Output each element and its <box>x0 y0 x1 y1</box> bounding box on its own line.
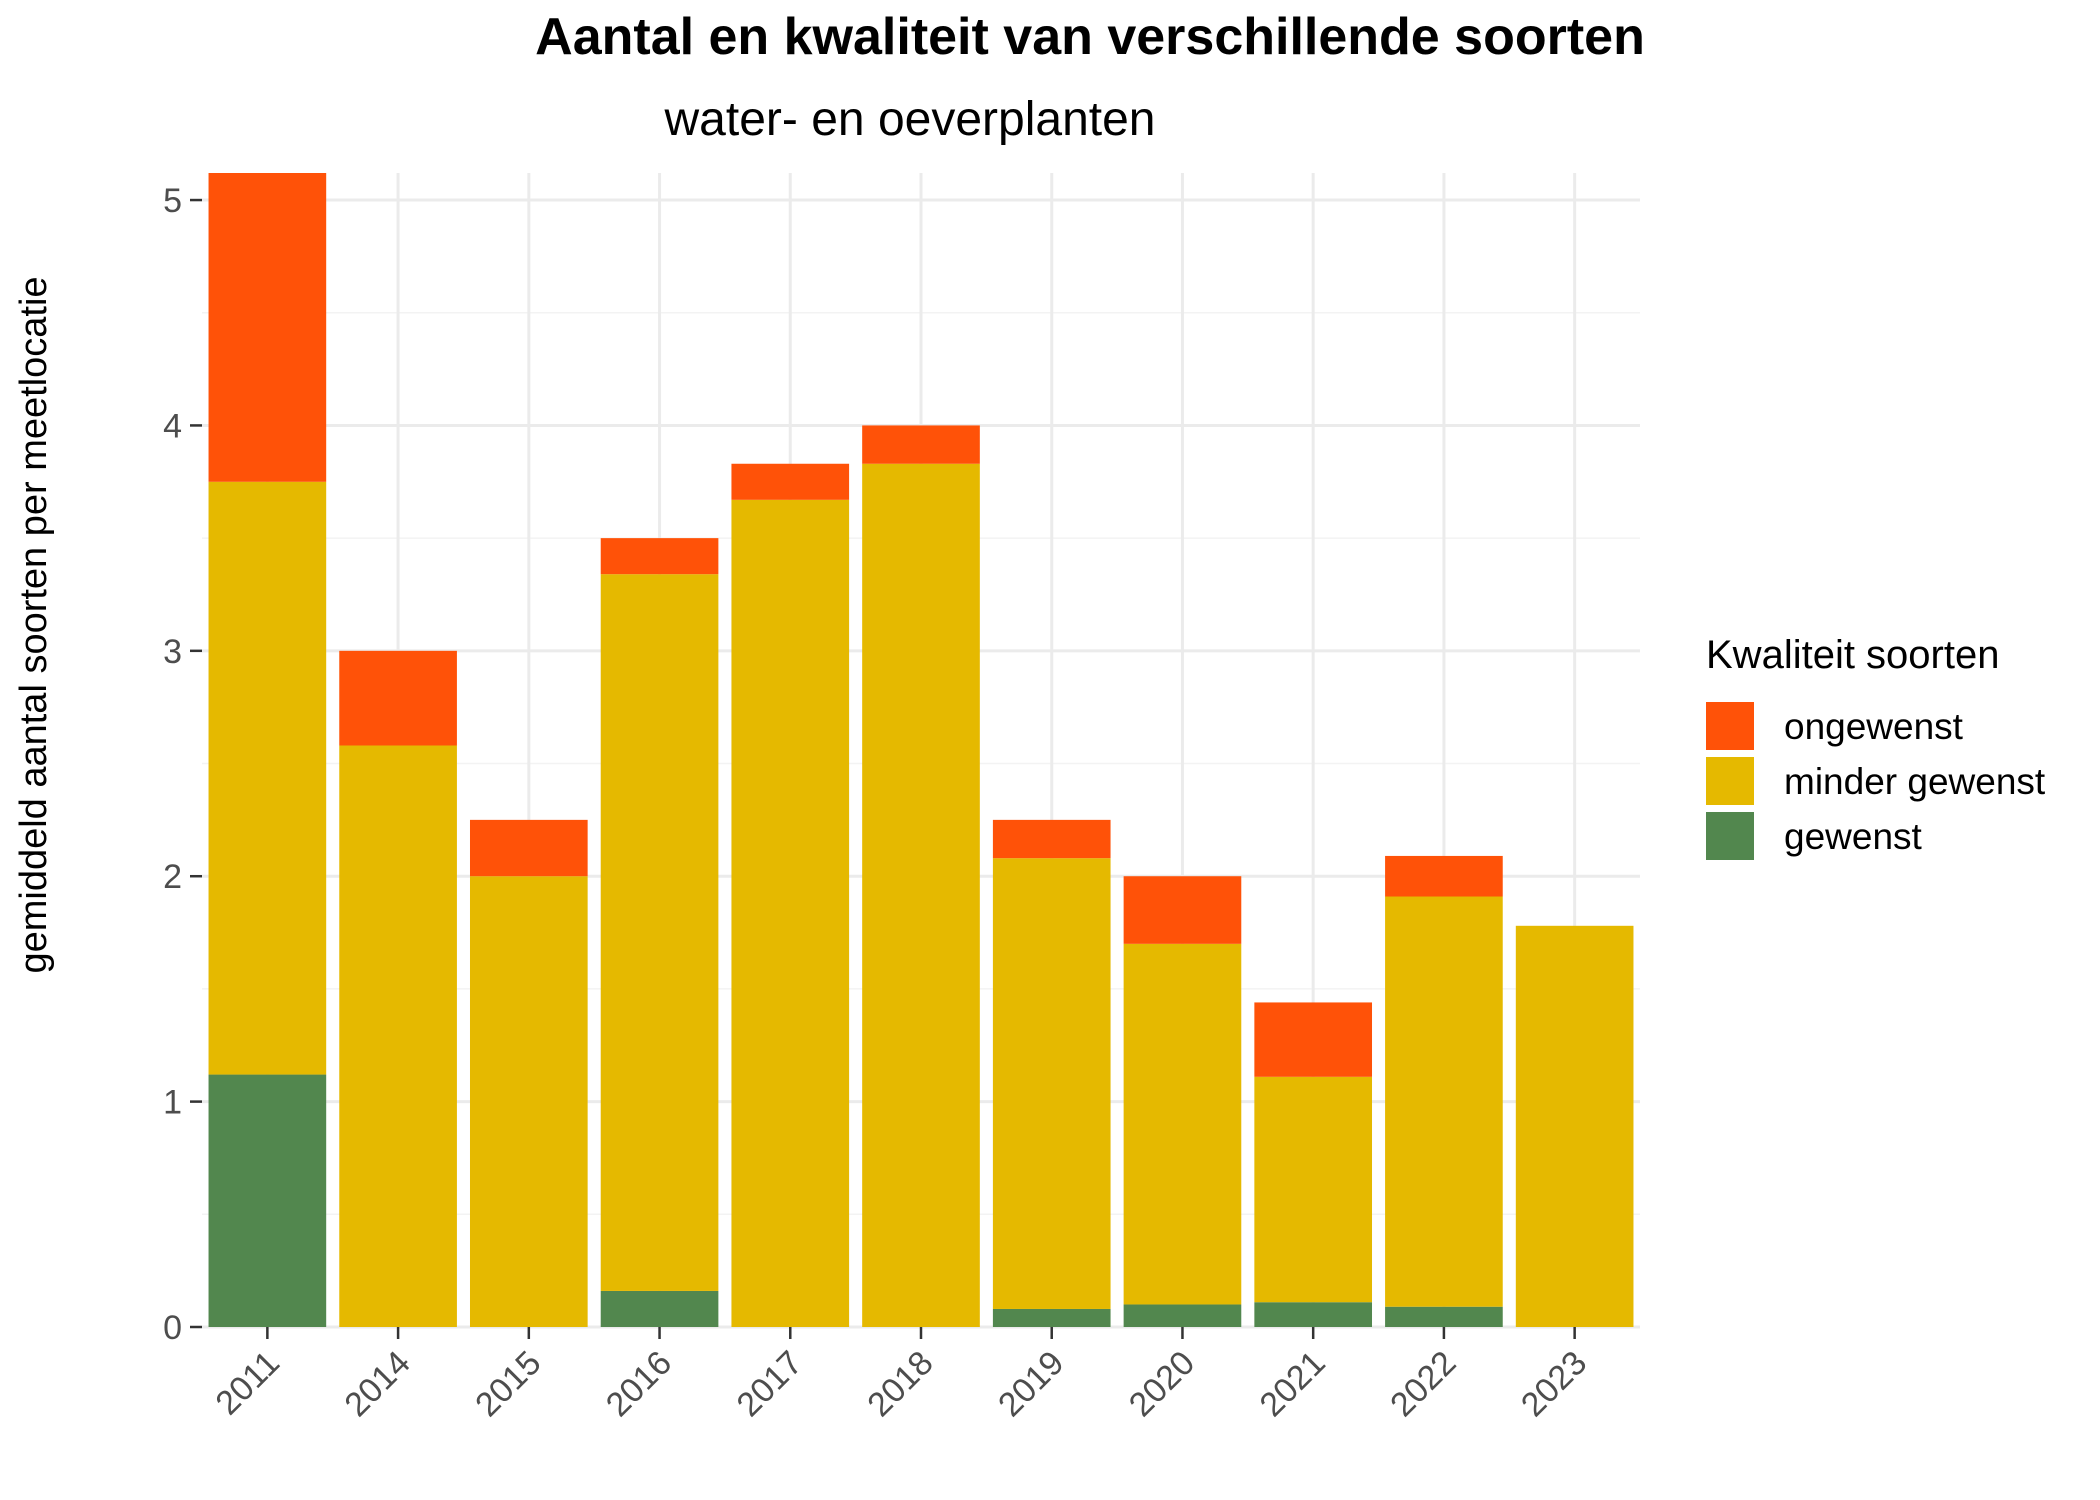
x-tick-label: 2016 <box>599 1344 679 1424</box>
x-tick-label: 2023 <box>1514 1344 1594 1424</box>
legend-label: gewenst <box>1784 816 1923 857</box>
x-tick-label: 2019 <box>991 1344 1071 1424</box>
y-tick-label: 1 <box>163 1084 182 1122</box>
bar-segment-gewenst-2020 <box>1123 1304 1242 1327</box>
bars <box>208 173 1634 1327</box>
x-tick-label: 2017 <box>730 1344 810 1424</box>
x-tick-label: 2014 <box>337 1344 417 1424</box>
y-tick-label: 2 <box>163 858 182 896</box>
bar-segment-minder-gewenst-2015 <box>469 876 588 1327</box>
bar-segment-minder-gewenst-2011 <box>208 481 327 1075</box>
x-tick-label: 2021 <box>1252 1344 1332 1424</box>
x-tick-label: 2018 <box>860 1344 940 1424</box>
legend-swatch <box>1706 757 1754 805</box>
bar-segment-ongewenst-2022 <box>1385 855 1503 897</box>
bar-segment-minder-gewenst-2014 <box>339 745 457 1327</box>
bar-segment-minder-gewenst-2016 <box>600 574 719 1291</box>
bar-segment-gewenst-2016 <box>600 1290 719 1327</box>
legend-swatch <box>1706 812 1754 860</box>
chart-subtitle: water- en oeverplanten <box>664 93 1156 146</box>
bar-segment-gewenst-2022 <box>1385 1306 1503 1327</box>
bar-segment-minder-gewenst-2023 <box>1515 925 1634 1327</box>
bar-segment-minder-gewenst-2017 <box>731 499 850 1327</box>
bar-segment-ongewenst-2020 <box>1123 876 1242 944</box>
bar-segment-minder-gewenst-2019 <box>992 858 1111 1309</box>
y-tick-label: 5 <box>163 182 182 220</box>
x-tick-label: 2020 <box>1122 1344 1202 1424</box>
bar-segment-ongewenst-2014 <box>339 650 457 746</box>
y-axis: 0 1 2 3 4 5 <box>163 182 202 1347</box>
bar-segment-ongewenst-2017 <box>731 463 850 500</box>
y-axis-title: gemiddeld aantal soorten per meetlocatie <box>13 276 55 973</box>
y-tick-label: 4 <box>163 407 182 445</box>
bar-segment-ongewenst-2016 <box>600 538 719 575</box>
bar-segment-ongewenst-2015 <box>469 819 588 877</box>
chart-title: Aantal en kwaliteit van verschillende so… <box>535 8 1645 66</box>
x-axis: 2011 2014 2015 2016 2017 2018 2019 2020 2021 2022… <box>208 1327 1594 1424</box>
bar-segment-ongewenst-2018 <box>862 425 980 464</box>
legend-swatch <box>1706 702 1754 750</box>
x-tick-label: 2015 <box>468 1344 548 1424</box>
bar-segment-ongewenst-2021 <box>1254 1002 1373 1077</box>
bar-segment-gewenst-2011 <box>208 1074 327 1327</box>
x-tick-label: 2022 <box>1383 1344 1463 1424</box>
bar-segment-gewenst-2019 <box>992 1308 1111 1327</box>
bar-segment-ongewenst-2019 <box>992 819 1111 859</box>
legend: Kwaliteit soorten ongewenst minder gewens… <box>1706 633 2046 860</box>
bar-segment-ongewenst-2011 <box>208 173 327 482</box>
legend-title: Kwaliteit soorten <box>1706 633 1999 677</box>
y-tick-label: 3 <box>163 633 182 671</box>
bar-segment-gewenst-2021 <box>1254 1302 1373 1327</box>
x-tick-label: 2011 <box>208 1344 287 1423</box>
bar-segment-minder-gewenst-2020 <box>1123 943 1242 1305</box>
y-tick-label: 0 <box>163 1309 182 1347</box>
bar-segment-minder-gewenst-2022 <box>1385 896 1503 1307</box>
bar-segment-minder-gewenst-2018 <box>862 463 980 1327</box>
legend-label: minder gewenst <box>1784 761 2046 802</box>
bar-segment-minder-gewenst-2021 <box>1254 1076 1373 1303</box>
legend-label: ongewenst <box>1784 706 1964 747</box>
